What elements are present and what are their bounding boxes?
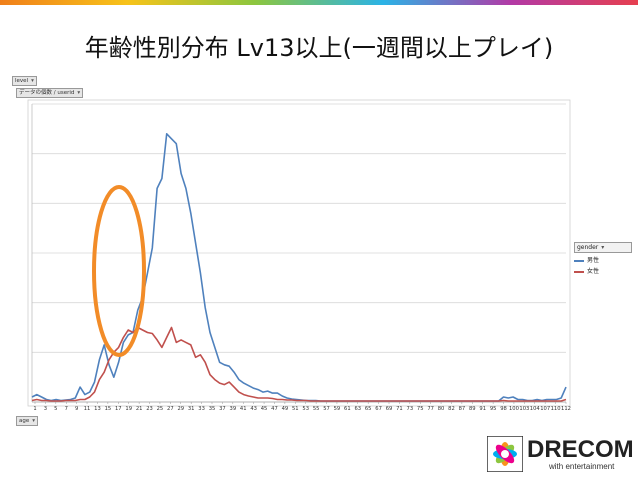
x-tick-label: 107 [540, 406, 550, 412]
logo-wordmark: DRECOM [527, 436, 634, 463]
x-tick-label: 17 [115, 406, 122, 412]
x-tick-label: 25 [157, 406, 164, 412]
x-tick-label: 59 [334, 406, 341, 412]
axis-field-label: age [19, 418, 30, 424]
highlight-ellipse [92, 185, 146, 357]
legend: gender ▾ 男性 女性 [574, 242, 632, 277]
x-tick-label: 87 [459, 406, 466, 412]
legend-label-male: 男性 [587, 257, 600, 264]
x-tick-label: 104 [530, 406, 541, 412]
x-tick-label: 71 [396, 406, 403, 412]
legend-label-female: 女性 [587, 268, 600, 275]
x-tick-label: 95 [490, 406, 497, 412]
x-tick-label: 53 [302, 406, 309, 412]
flower-logo-icon [487, 436, 523, 472]
x-tick-label: 80 [438, 406, 445, 412]
x-tick-label: 13 [94, 406, 101, 412]
x-tick-label: 19 [125, 406, 132, 412]
dropdown-icon: ▾ [77, 90, 81, 96]
legend-header-label: gender [577, 244, 599, 251]
x-tick-label: 110 [551, 406, 561, 412]
x-tick-label: 37 [219, 406, 226, 412]
values-field-chip[interactable]: データの個数 / userid ▾ [16, 88, 84, 98]
page-title: 年齢性別分布 Lv13以上(一週間以上プレイ) [84, 34, 554, 62]
x-tick-label: 45 [261, 406, 268, 412]
legend-swatch-male [574, 259, 584, 262]
dropdown-icon: ▾ [31, 78, 34, 84]
x-tick-label: 69 [386, 406, 393, 412]
x-tick-label: 61 [344, 406, 351, 412]
filter-field-chip[interactable]: level ▾ [12, 76, 37, 86]
x-tick-label: 100 [509, 406, 519, 412]
x-tick-label: 91 [479, 406, 486, 412]
x-tick-label: 41 [240, 406, 247, 412]
x-tick-label: 73 [407, 406, 414, 412]
series-line-female [31, 326, 567, 402]
brand-color-bar [0, 0, 638, 5]
x-tick-label: 33 [198, 406, 205, 412]
x-tick-label: 51 [292, 406, 299, 412]
x-tick-label: 23 [146, 406, 153, 412]
legend-header-chip[interactable]: gender ▾ [574, 242, 632, 253]
x-tick-label: 7 [65, 406, 68, 412]
x-tick-label: 112 [561, 406, 571, 412]
legend-swatch-female [574, 270, 584, 273]
x-tick-label: 39 [230, 406, 237, 412]
x-tick-label: 9 [75, 406, 78, 412]
x-tick-label: 21 [136, 406, 143, 412]
x-tick-label: 103 [519, 406, 529, 412]
x-tick-label: 47 [271, 406, 278, 412]
x-tick-label: 27 [167, 406, 174, 412]
logo-tagline: with entertainment [549, 462, 615, 471]
x-tick-label: 5 [54, 406, 57, 412]
x-tick-label: 77 [427, 406, 434, 412]
x-tick-label: 11 [84, 406, 91, 412]
x-tick-label: 82 [448, 406, 455, 412]
x-tick-label: 98 [500, 406, 507, 412]
filter-field-label: level [15, 78, 29, 84]
x-tick-label: 57 [323, 406, 330, 412]
x-tick-label: 75 [417, 406, 424, 412]
x-tick-label: 1 [33, 406, 36, 412]
x-tick-label: 65 [365, 406, 372, 412]
dropdown-icon: ▾ [32, 418, 36, 424]
x-tick-label: 67 [375, 406, 382, 412]
legend-item-female: 女性 [574, 266, 632, 277]
x-tick-label: 35 [209, 406, 216, 412]
axis-field-chip[interactable]: age ▾ [16, 416, 39, 426]
legend-item-male: 男性 [574, 255, 632, 266]
x-tick-label: 31 [188, 406, 195, 412]
values-field-label: データの個数 / userid [19, 90, 75, 96]
x-tick-label: 89 [469, 406, 476, 412]
x-tick-label: 15 [105, 406, 112, 412]
x-tick-label: 3 [44, 406, 47, 412]
drecom-logo: DRECOM with entertainment [487, 436, 637, 474]
x-tick-label: 49 [282, 406, 289, 412]
x-tick-label: 63 [354, 406, 361, 412]
x-tick-label: 43 [250, 406, 257, 412]
dropdown-icon: ▾ [601, 244, 605, 251]
x-tick-label: 29 [177, 406, 184, 412]
x-tick-label: 55 [313, 406, 320, 412]
